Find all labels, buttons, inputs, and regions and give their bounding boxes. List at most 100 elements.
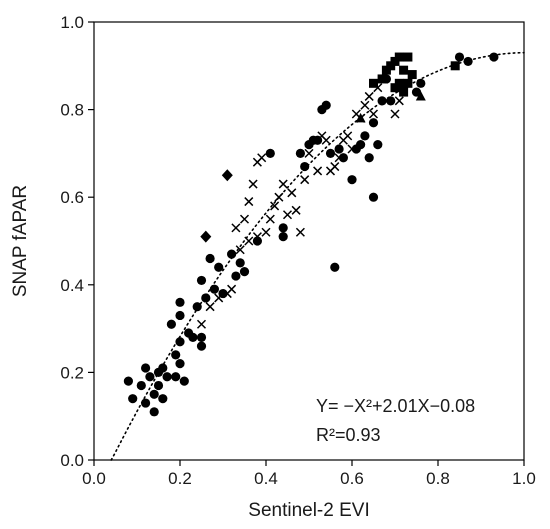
- y-tick-label: 1.0: [60, 13, 84, 32]
- circle-point: [330, 262, 340, 272]
- circle-point: [196, 332, 207, 342]
- circle-point: [239, 267, 250, 277]
- x-point: [239, 214, 250, 224]
- circle-point: [235, 258, 245, 268]
- x-tick-label: 0.6: [340, 469, 364, 488]
- circle-point: [278, 232, 288, 242]
- circle-point: [227, 249, 237, 259]
- x-point: [205, 302, 215, 312]
- x-point: [270, 201, 280, 211]
- circle-point: [489, 52, 499, 62]
- circle-point: [373, 140, 383, 150]
- x-point: [304, 148, 314, 158]
- x-point: [244, 236, 254, 246]
- plot-area-frame: [93, 21, 525, 461]
- x-point: [196, 319, 207, 329]
- square-point: [369, 78, 378, 88]
- circle-point: [188, 332, 198, 342]
- x-point: [231, 223, 241, 233]
- y-axis-label: SNAP fAPAR: [10, 185, 31, 297]
- circle-point: [128, 394, 138, 404]
- circle-point: [416, 78, 426, 88]
- x-tick-label: 0.4: [254, 469, 278, 488]
- square-point: [390, 83, 400, 93]
- circle-point: [166, 319, 176, 329]
- circle-point: [175, 310, 185, 321]
- circle-point: [321, 100, 331, 110]
- circle-point: [175, 359, 185, 369]
- x-point: [252, 232, 262, 242]
- circle-point: [209, 284, 219, 294]
- circle-point: [325, 148, 336, 158]
- y-tick-label: 0.4: [60, 276, 84, 295]
- circle-point: [149, 389, 159, 399]
- circle-point: [368, 118, 379, 128]
- x-point: [321, 135, 331, 145]
- x-point: [214, 293, 224, 303]
- x-point: [261, 227, 271, 237]
- axis-ticks: 0.0 0.2 0.4 0.6 0.8 1.0 0.0 0.2 0.4 0.6 0.8 1.0: [60, 13, 535, 488]
- circle-point: [231, 271, 241, 281]
- circle-point: [192, 302, 202, 312]
- x-point: [295, 227, 305, 237]
- circle-point: [162, 372, 172, 382]
- x-point: [364, 91, 374, 101]
- x-point: [334, 153, 344, 163]
- square-point: [399, 65, 409, 75]
- x-point: [313, 166, 323, 176]
- circle-point: [149, 407, 159, 417]
- circle-point: [171, 372, 181, 382]
- circle-point: [368, 192, 379, 202]
- regression-equation: Y= −X²+2.01X−0.08: [316, 396, 475, 416]
- circle-point: [463, 56, 473, 67]
- circle-point: [386, 96, 396, 106]
- circle-point: [411, 87, 422, 97]
- circle-point: [196, 341, 207, 351]
- circle-point: [171, 350, 181, 360]
- x-point: [244, 197, 254, 207]
- circle-point: [196, 275, 207, 286]
- x-point: [282, 210, 293, 220]
- x-point: [274, 192, 284, 202]
- circle-point: [179, 376, 189, 386]
- x-point: [300, 175, 310, 185]
- square-point: [407, 70, 417, 80]
- y-tick-label: 0.8: [60, 101, 84, 120]
- x-axis-label: Sentinel-2 EVI: [248, 500, 369, 521]
- x-tick-label: 0.2: [168, 469, 192, 488]
- square-point: [377, 74, 387, 84]
- square-point: [399, 87, 409, 97]
- y-tick-label: 0.2: [60, 363, 84, 382]
- circle-point: [153, 380, 164, 391]
- circle-point: [278, 223, 288, 233]
- circle-point: [141, 398, 151, 408]
- r-squared-label: R²=0.93: [316, 425, 381, 445]
- square-point: [403, 78, 413, 88]
- x-point: [257, 153, 267, 163]
- x-point: [287, 188, 297, 198]
- y-tick-label: 0.6: [60, 188, 84, 207]
- x-point: [360, 100, 370, 110]
- square-point: [403, 52, 413, 62]
- circle-point: [295, 148, 305, 158]
- circle-point: [136, 380, 146, 391]
- x-point: [278, 179, 288, 189]
- x-point: [291, 205, 301, 215]
- circle-point: [145, 372, 155, 382]
- data-points: [123, 52, 499, 417]
- circle-point: [377, 96, 387, 106]
- circle-point: [175, 337, 185, 347]
- circle-point: [364, 153, 374, 163]
- x-point: [347, 144, 357, 154]
- circle-point: [360, 131, 370, 141]
- x-tick-label: 1.0: [512, 469, 536, 488]
- x-point: [390, 109, 400, 119]
- circle-point: [300, 161, 310, 172]
- x-tick-label: 0.8: [426, 469, 450, 488]
- circle-point: [123, 376, 133, 386]
- circle-point: [454, 52, 465, 62]
- circle-point: [347, 175, 357, 185]
- diamond-point: [200, 230, 212, 243]
- circle-point: [201, 293, 211, 303]
